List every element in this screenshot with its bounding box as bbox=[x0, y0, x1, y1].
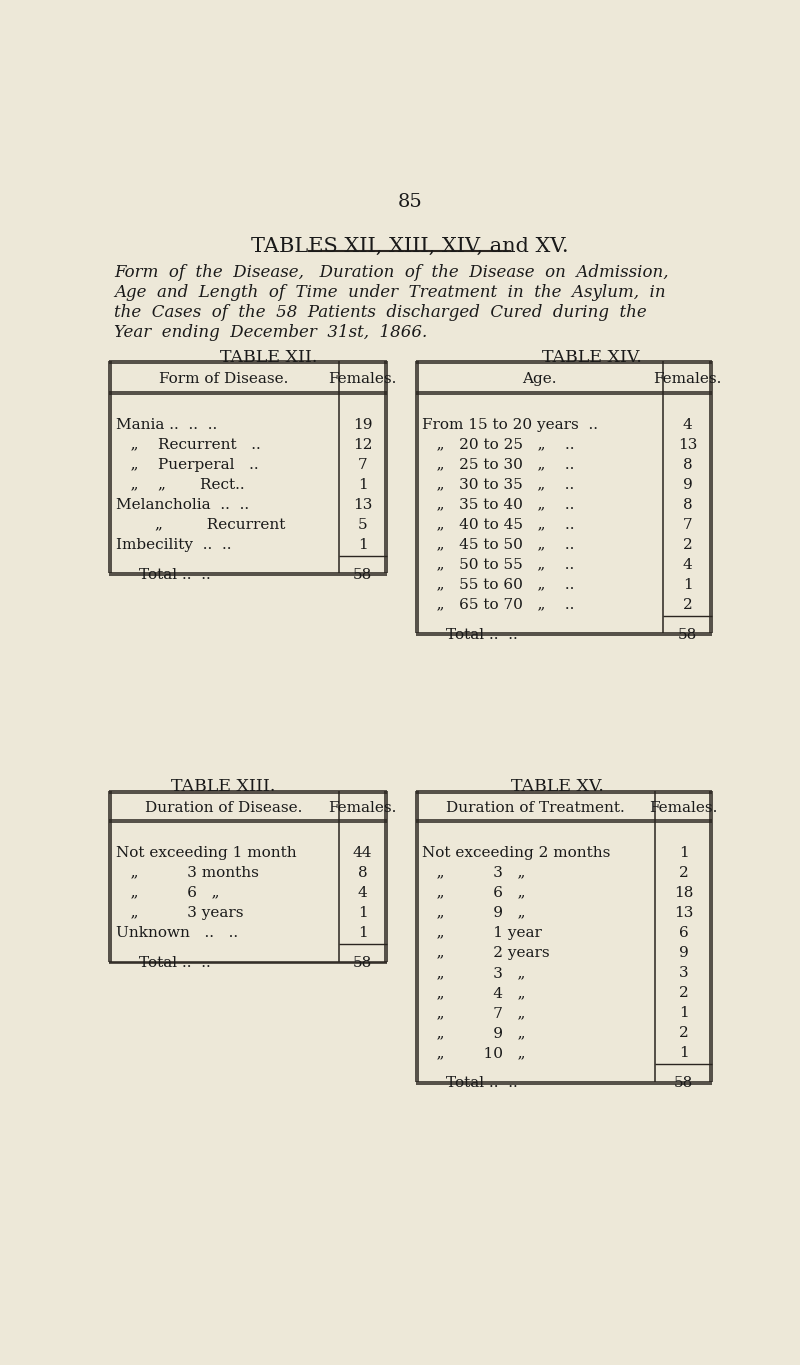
Text: TABLE XII.: TABLE XII. bbox=[220, 348, 318, 366]
Text: 4: 4 bbox=[358, 886, 368, 900]
Text: „   65 to 70   „    ..: „ 65 to 70 „ .. bbox=[422, 598, 574, 612]
Text: Not exceeding 2 months: Not exceeding 2 months bbox=[422, 846, 610, 860]
Text: Melancholia  ..  ..: Melancholia .. .. bbox=[115, 498, 249, 512]
Text: Total ..  ..: Total .. .. bbox=[446, 628, 518, 642]
Text: 58: 58 bbox=[678, 628, 698, 642]
Text: Females.: Females. bbox=[329, 371, 397, 386]
Text: 2: 2 bbox=[678, 865, 689, 879]
Text: 2: 2 bbox=[678, 986, 689, 999]
Text: „          4   „: „ 4 „ bbox=[422, 986, 526, 999]
Text: Not exceeding 1 month: Not exceeding 1 month bbox=[115, 846, 296, 860]
Text: „    „       Rect..: „ „ Rect.. bbox=[115, 478, 244, 491]
Text: 1: 1 bbox=[678, 1006, 689, 1020]
Text: „          3 years: „ 3 years bbox=[115, 906, 243, 920]
Text: „   25 to 30   „    ..: „ 25 to 30 „ .. bbox=[422, 457, 574, 472]
Text: 1: 1 bbox=[678, 846, 689, 860]
Text: „   50 to 55   „    ..: „ 50 to 55 „ .. bbox=[422, 558, 574, 572]
Text: 8: 8 bbox=[683, 498, 693, 512]
Text: Imbecility  ..  ..: Imbecility .. .. bbox=[115, 538, 231, 551]
Text: 2: 2 bbox=[683, 598, 693, 612]
Text: Form  of  the  Disease,   Duration  of  the  Disease  on  Admission,: Form of the Disease, Duration of the Dis… bbox=[114, 263, 669, 281]
Text: „        10   „: „ 10 „ bbox=[422, 1046, 526, 1059]
Text: 6: 6 bbox=[678, 925, 689, 939]
Text: 44: 44 bbox=[353, 846, 373, 860]
Text: 58: 58 bbox=[353, 955, 372, 969]
Text: Form of Disease.: Form of Disease. bbox=[159, 371, 289, 386]
Text: Total ..  ..: Total .. .. bbox=[138, 955, 210, 969]
Text: 4: 4 bbox=[683, 558, 693, 572]
Text: 1: 1 bbox=[358, 906, 368, 920]
Text: „   55 to 60   „    ..: „ 55 to 60 „ .. bbox=[422, 577, 574, 592]
Text: 2: 2 bbox=[683, 538, 693, 551]
Text: „          3   „: „ 3 „ bbox=[422, 865, 526, 879]
Text: Females.: Females. bbox=[654, 371, 722, 386]
Text: 9: 9 bbox=[678, 946, 689, 960]
Text: 3: 3 bbox=[678, 966, 688, 980]
Text: Unknown   ..   ..: Unknown .. .. bbox=[115, 925, 238, 939]
Text: 1: 1 bbox=[683, 577, 693, 592]
Text: „   35 to 40   „    ..: „ 35 to 40 „ .. bbox=[422, 498, 574, 512]
Text: 58: 58 bbox=[353, 568, 372, 581]
Text: 2: 2 bbox=[678, 1026, 689, 1040]
Text: TABLE XIV.: TABLE XIV. bbox=[542, 348, 642, 366]
Text: 8: 8 bbox=[358, 865, 367, 879]
Text: Age.: Age. bbox=[522, 371, 557, 386]
Text: TABLE XIII.: TABLE XIII. bbox=[171, 778, 276, 796]
Text: Age  and  Length  of  Time  under  Treatment  in  the  Asylum,  in: Age and Length of Time under Treatment i… bbox=[114, 284, 666, 300]
Text: „          3   „: „ 3 „ bbox=[422, 966, 526, 980]
Text: „          9   „: „ 9 „ bbox=[422, 1026, 526, 1040]
Text: 9: 9 bbox=[683, 478, 693, 491]
Text: 7: 7 bbox=[683, 517, 693, 532]
Text: 18: 18 bbox=[674, 886, 694, 900]
Text: Duration of Disease.: Duration of Disease. bbox=[146, 801, 302, 815]
Text: Total ..  ..: Total .. .. bbox=[446, 1076, 518, 1089]
Text: „          6   „: „ 6 „ bbox=[422, 886, 526, 900]
Text: „         Recurrent: „ Recurrent bbox=[115, 517, 285, 532]
Text: 1: 1 bbox=[358, 538, 368, 551]
Text: Total ..  ..: Total .. .. bbox=[138, 568, 210, 581]
Text: „          3 months: „ 3 months bbox=[115, 865, 258, 879]
Text: „          7   „: „ 7 „ bbox=[422, 1006, 526, 1020]
Text: „          2 years: „ 2 years bbox=[422, 946, 550, 960]
Text: 85: 85 bbox=[398, 192, 422, 212]
Text: 8: 8 bbox=[683, 457, 693, 472]
Text: 4: 4 bbox=[683, 418, 693, 431]
Text: „          9   „: „ 9 „ bbox=[422, 906, 526, 920]
Text: 13: 13 bbox=[678, 438, 698, 452]
Text: TABLES XII, XIII, XIV, and XV.: TABLES XII, XIII, XIV, and XV. bbox=[251, 238, 569, 257]
Text: „          6   „: „ 6 „ bbox=[115, 886, 219, 900]
Text: 58: 58 bbox=[674, 1076, 693, 1089]
Text: „          1 year: „ 1 year bbox=[422, 925, 542, 939]
Text: TABLE XV.: TABLE XV. bbox=[510, 778, 604, 796]
Text: 1: 1 bbox=[678, 1046, 689, 1059]
Text: 13: 13 bbox=[353, 498, 373, 512]
Text: „    Puerperal   ..: „ Puerperal .. bbox=[115, 457, 258, 472]
Text: 13: 13 bbox=[674, 906, 694, 920]
Text: Mania ..  ..  ..: Mania .. .. .. bbox=[115, 418, 217, 431]
Text: 7: 7 bbox=[358, 457, 367, 472]
Text: Females.: Females. bbox=[329, 801, 397, 815]
Text: 19: 19 bbox=[353, 418, 373, 431]
Text: „    Recurrent   ..: „ Recurrent .. bbox=[115, 438, 260, 452]
Text: 5: 5 bbox=[358, 517, 367, 532]
Text: From 15 to 20 years  ..: From 15 to 20 years .. bbox=[422, 418, 598, 431]
Text: the  Cases  of  the  58  Patients  discharged  Cured  during  the: the Cases of the 58 Patients discharged … bbox=[114, 304, 646, 321]
Text: 12: 12 bbox=[353, 438, 373, 452]
Text: 1: 1 bbox=[358, 478, 368, 491]
Text: „   20 to 25   „    ..: „ 20 to 25 „ .. bbox=[422, 438, 575, 452]
Text: „   30 to 35   „    ..: „ 30 to 35 „ .. bbox=[422, 478, 574, 491]
Text: Females.: Females. bbox=[650, 801, 718, 815]
Text: 1: 1 bbox=[358, 925, 368, 939]
Text: Duration of Treatment.: Duration of Treatment. bbox=[446, 801, 625, 815]
Text: Year  ending  December  31st,  1866.: Year ending December 31st, 1866. bbox=[114, 324, 427, 341]
Text: „   45 to 50   „    ..: „ 45 to 50 „ .. bbox=[422, 538, 574, 551]
Text: „   40 to 45   „    ..: „ 40 to 45 „ .. bbox=[422, 517, 575, 532]
